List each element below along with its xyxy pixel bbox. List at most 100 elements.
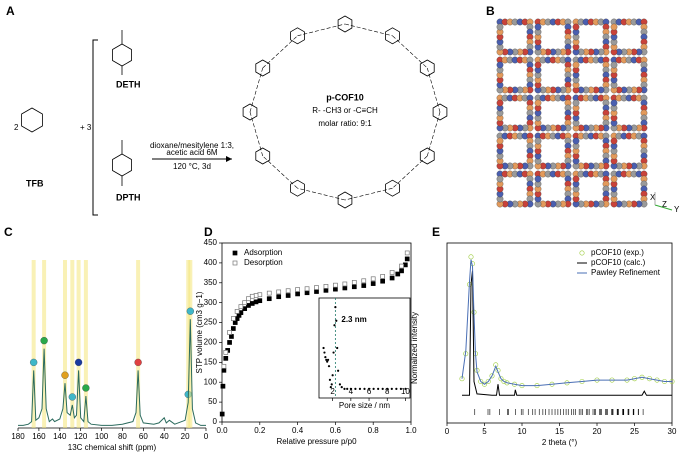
- peak-marker: [61, 371, 69, 379]
- data-point: [377, 387, 380, 391]
- legend-swatch: [232, 260, 238, 266]
- data-point: [238, 304, 244, 309]
- data-point: [276, 294, 282, 300]
- data-point: [333, 282, 338, 288]
- cell-edge: [575, 173, 607, 205]
- x-tick-label: 180: [11, 432, 25, 441]
- cell-edge: [575, 135, 607, 167]
- coefficient: 2: [14, 123, 19, 132]
- y-tick-label: 100: [204, 377, 218, 386]
- x-tick-label: 40: [160, 432, 169, 441]
- cell-edge: [613, 59, 645, 91]
- linker: [392, 155, 428, 189]
- data-point: [325, 358, 328, 361]
- ring-unit: [432, 103, 448, 121]
- atom: [534, 23, 542, 31]
- peak-marker: [134, 358, 142, 367]
- ring-unit: [337, 15, 353, 33]
- cell-edge: [537, 21, 569, 53]
- x-tick-label: 0.4: [292, 426, 304, 435]
- legend-label: Adsorption: [244, 248, 282, 257]
- data-point: [361, 278, 367, 284]
- cell-edge: [499, 97, 531, 129]
- x-tick-label: 30: [668, 427, 677, 436]
- data-point: [342, 285, 348, 291]
- y-axis-label: Normalized intensity: [410, 312, 419, 384]
- data-point: [242, 306, 248, 311]
- x-axis-label: Pore size / nm: [339, 401, 390, 410]
- data-point: [399, 263, 404, 269]
- data-point: [285, 288, 291, 294]
- x-tick-label: 1.0: [405, 426, 417, 435]
- molecule: [21, 107, 43, 133]
- highlight-band: [76, 260, 81, 428]
- y-tick-label: 200: [204, 338, 218, 347]
- linker: [297, 187, 346, 201]
- reagent-label: TFB: [26, 178, 44, 188]
- data-point: [370, 281, 376, 286]
- reagent-label: DETH: [116, 79, 141, 89]
- ring-unit: [255, 147, 271, 165]
- atom: [534, 61, 542, 69]
- data-point: [404, 256, 410, 262]
- atom: [610, 175, 618, 183]
- data-point: [328, 378, 332, 381]
- cell-edge: [575, 97, 607, 129]
- product-note: molar ratio: 9:1: [318, 119, 372, 128]
- legend-label: pCOF10 (calc.): [591, 258, 646, 267]
- data-point: [323, 284, 329, 289]
- linker: [249, 111, 264, 157]
- panel-label: A: [6, 4, 15, 18]
- data-point: [266, 296, 272, 302]
- data-point: [381, 387, 384, 391]
- cell-edge: [537, 59, 569, 91]
- data-point: [329, 385, 332, 389]
- cell-edge: [499, 59, 531, 91]
- bracket: [92, 39, 98, 216]
- x-tick-label: 100: [95, 432, 109, 441]
- data-point: [361, 283, 367, 288]
- peak-marker: [40, 336, 48, 345]
- data-point: [389, 275, 395, 281]
- atom: [572, 61, 580, 69]
- molecule: [112, 43, 132, 67]
- plot-frame: [221, 242, 412, 423]
- data-point: [351, 284, 357, 290]
- cell-edge: [613, 21, 645, 53]
- data-point: [276, 289, 282, 295]
- peak-marker: [30, 358, 38, 367]
- linker: [426, 67, 441, 113]
- highlight-band: [136, 260, 141, 428]
- peak-marker: [68, 393, 76, 401]
- reagent-label: DPTH: [116, 192, 141, 202]
- data-point: [478, 378, 484, 384]
- cell-edge: [613, 97, 645, 129]
- coefficient: + 3: [80, 123, 92, 132]
- data-point: [468, 254, 474, 260]
- data-point: [327, 358, 330, 361]
- atom: [572, 99, 580, 107]
- atom: [572, 23, 580, 31]
- atom: [496, 99, 504, 107]
- atom: [610, 137, 618, 145]
- data-point: [332, 351, 335, 354]
- data-point: [227, 330, 232, 335]
- data-point: [257, 298, 263, 304]
- data-point: [404, 387, 407, 391]
- data-point: [322, 346, 325, 350]
- cell-edge: [499, 173, 531, 205]
- data-point: [380, 274, 385, 279]
- atom: [534, 99, 542, 107]
- data-point: [331, 374, 334, 377]
- cell-edge: [575, 21, 607, 53]
- data-point: [343, 387, 346, 391]
- ring-unit: [242, 103, 258, 121]
- arrow-head: [226, 156, 232, 162]
- x-tick-label: 15: [555, 427, 564, 436]
- atom: [496, 61, 504, 69]
- data-point: [249, 301, 255, 306]
- axis-label: Z: [662, 200, 667, 209]
- ring-unit: [290, 27, 305, 45]
- x-tick-label: 0: [204, 432, 209, 441]
- x-tick-label: 160: [32, 432, 46, 441]
